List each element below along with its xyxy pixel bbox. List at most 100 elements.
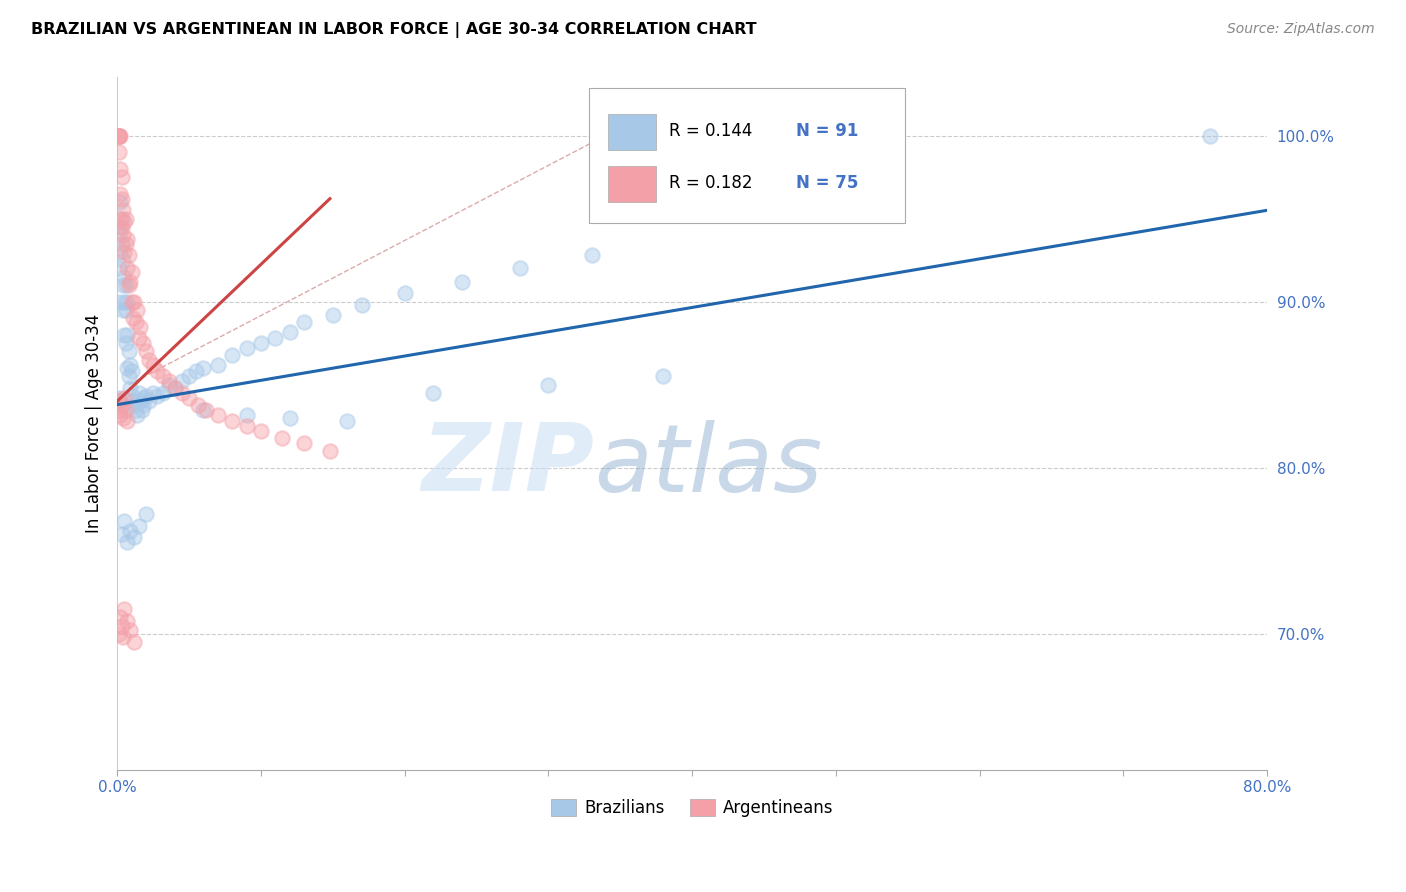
- Point: [114, 236, 136, 251]
- Point: [108, 186, 131, 201]
- Point: [235, 408, 257, 422]
- Point: [122, 311, 145, 326]
- Point: [163, 381, 186, 395]
- Point: [114, 336, 136, 351]
- Point: [112, 215, 135, 229]
- Point: [146, 364, 169, 378]
- Point: [114, 278, 136, 293]
- Point: [127, 302, 149, 317]
- Point: [107, 294, 129, 309]
- Point: [124, 531, 146, 545]
- Point: [170, 375, 193, 389]
- Point: [537, 377, 560, 392]
- Point: [117, 294, 139, 309]
- Point: [107, 627, 129, 641]
- Point: [319, 444, 342, 458]
- Point: [1198, 128, 1220, 143]
- Point: [235, 419, 257, 434]
- Point: [124, 635, 146, 649]
- Point: [193, 361, 215, 376]
- Point: [146, 389, 169, 403]
- Point: [186, 364, 208, 378]
- Point: [107, 128, 129, 143]
- Point: [250, 424, 273, 438]
- Y-axis label: In Labor Force | Age 30-34: In Labor Force | Age 30-34: [86, 314, 103, 533]
- Point: [177, 369, 200, 384]
- Point: [111, 253, 134, 268]
- Text: R = 0.182: R = 0.182: [669, 175, 752, 193]
- Point: [187, 398, 209, 412]
- Point: [350, 298, 373, 312]
- Point: [110, 398, 132, 412]
- Point: [509, 261, 531, 276]
- Point: [221, 414, 243, 428]
- Point: [112, 602, 135, 616]
- Point: [108, 161, 131, 176]
- Point: [120, 358, 142, 372]
- Text: N = 75: N = 75: [796, 175, 858, 193]
- Point: [152, 386, 174, 401]
- Point: [157, 375, 180, 389]
- Point: [107, 128, 129, 143]
- FancyBboxPatch shape: [589, 87, 905, 223]
- Point: [112, 294, 135, 309]
- Point: [221, 348, 243, 362]
- Text: N = 91: N = 91: [796, 122, 858, 140]
- Point: [107, 228, 129, 243]
- Point: [120, 624, 142, 638]
- Point: [322, 308, 344, 322]
- Point: [110, 398, 132, 412]
- Point: [170, 386, 193, 401]
- Point: [108, 244, 131, 259]
- Point: [111, 228, 134, 243]
- Point: [117, 327, 139, 342]
- Point: [135, 344, 157, 359]
- Bar: [609, 166, 657, 202]
- Point: [111, 411, 134, 425]
- Point: [107, 128, 129, 143]
- Point: [124, 294, 146, 309]
- Point: [110, 236, 132, 251]
- Point: [581, 248, 603, 262]
- Point: [250, 336, 273, 351]
- Point: [177, 391, 200, 405]
- Point: [292, 435, 315, 450]
- Point: [134, 391, 156, 405]
- Point: [108, 211, 131, 226]
- Point: [112, 327, 135, 342]
- Point: [112, 391, 135, 405]
- Point: [117, 261, 139, 276]
- Point: [122, 394, 145, 409]
- Point: [111, 278, 134, 293]
- Legend: Brazilians, Argentineans: Brazilians, Argentineans: [544, 792, 839, 824]
- Text: Source: ZipAtlas.com: Source: ZipAtlas.com: [1227, 22, 1375, 37]
- Point: [117, 614, 139, 628]
- Point: [129, 319, 152, 334]
- Point: [132, 336, 155, 351]
- Point: [107, 261, 129, 276]
- Point: [131, 402, 153, 417]
- Point: [292, 315, 315, 329]
- Text: ZIP: ZIP: [422, 419, 595, 511]
- Point: [125, 402, 148, 417]
- Point: [152, 369, 174, 384]
- Point: [207, 408, 229, 422]
- Point: [121, 364, 143, 378]
- Point: [128, 386, 150, 401]
- Bar: [609, 114, 657, 150]
- Text: R = 0.144: R = 0.144: [669, 122, 752, 140]
- Point: [278, 325, 301, 339]
- Point: [108, 394, 131, 409]
- Point: [111, 630, 134, 644]
- Point: [138, 352, 160, 367]
- Point: [163, 381, 186, 395]
- Point: [120, 275, 142, 289]
- Text: BRAZILIAN VS ARGENTINEAN IN LABOR FORCE | AGE 30-34 CORRELATION CHART: BRAZILIAN VS ARGENTINEAN IN LABOR FORCE …: [31, 22, 756, 38]
- Point: [108, 194, 131, 209]
- Point: [107, 145, 129, 160]
- Point: [124, 398, 146, 412]
- Point: [120, 524, 142, 538]
- Point: [121, 389, 143, 403]
- Point: [125, 315, 148, 329]
- Point: [157, 377, 180, 392]
